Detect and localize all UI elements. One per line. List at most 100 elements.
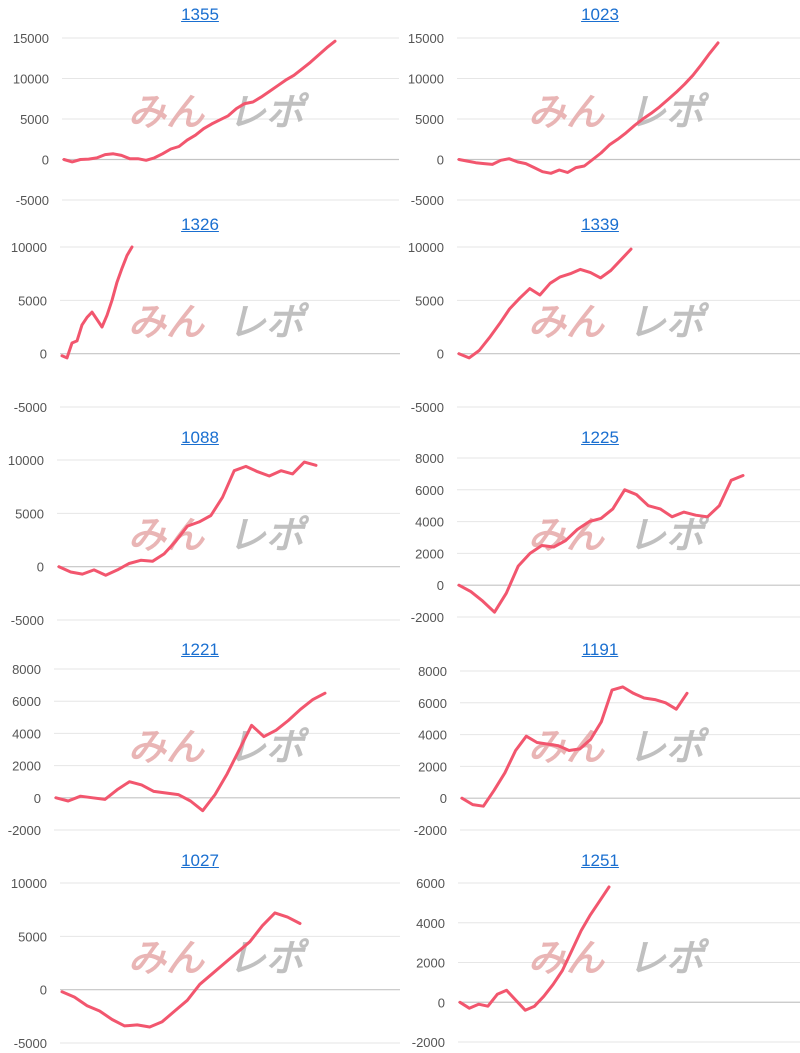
chart-title-link[interactable]: 1191: [581, 640, 619, 659]
chart-svg: 10000 5000 0 -5000 みん レポ: [11, 876, 400, 1051]
y-tick-label: 5000: [18, 929, 47, 944]
watermark-logo: みん レポ: [528, 725, 710, 769]
chart-svg: 15000 10000 5000 0 -5000 みん レポ: [13, 31, 399, 208]
y-tick-label: 5000: [20, 112, 49, 127]
y-tick-label: 6000: [418, 696, 447, 711]
y-tick-label: 10000: [408, 240, 444, 255]
chart-svg: 10000 5000 0 -5000 みん レポ: [11, 240, 400, 415]
chart-svg: 10000 5000 0 -5000 みん レポ: [408, 240, 800, 415]
watermark-text: みん: [128, 725, 205, 769]
series-line: [458, 885, 611, 1012]
y-tick-label: 2000: [415, 546, 444, 561]
chart-title-link[interactable]: 1251: [581, 851, 619, 870]
chart-title-link[interactable]: 1225: [581, 428, 619, 447]
watermark-logo: みん レポ: [128, 300, 310, 344]
chart-panel: 1326 10000 5000 0 -5000 みん レポ: [0, 215, 400, 415]
y-tick-label: -2000: [414, 823, 447, 838]
y-tick-label: 5000: [18, 293, 47, 308]
chart-svg: 8000 6000 4000 2000 0 -2000 みん レポ: [8, 662, 400, 838]
chart-svg: 6000 4000 2000 0 -2000 みん レポ: [412, 876, 800, 1050]
y-tick-label: 8000: [12, 662, 41, 677]
chart-title-link[interactable]: 1339: [581, 215, 619, 234]
watermark-text: レポ: [628, 936, 710, 980]
chart-panel: 1225 8000 6000 4000 2000 0 -2000 みん レポ: [400, 428, 800, 628]
chart-title-link[interactable]: 1027: [181, 851, 219, 870]
y-tick-label: 5000: [415, 112, 444, 127]
watermark-logo: みん レポ: [528, 90, 710, 134]
chart-panel: 1251 6000 4000 2000 0 -2000 みん レポ: [400, 851, 800, 1051]
watermark-text: レポ: [228, 513, 310, 557]
watermark-logo: みん レポ: [528, 300, 710, 344]
watermark-text: みん: [128, 300, 205, 344]
watermark-logo: みん レポ: [128, 513, 310, 557]
chart-title-link[interactable]: 1355: [181, 5, 219, 24]
y-tick-label: -5000: [411, 193, 444, 208]
watermark-logo: みん レポ: [128, 725, 310, 769]
watermark-text: みん: [528, 90, 605, 134]
y-tick-label: 0: [440, 791, 447, 806]
watermark-text: みん: [128, 90, 205, 134]
watermark-text: レポ: [628, 300, 710, 344]
chart-svg: 10000 5000 0 -5000 みん レポ: [8, 453, 400, 628]
watermark-text: レポ: [628, 90, 710, 134]
y-tick-label: -5000: [14, 1036, 47, 1051]
y-tick-label: 6000: [12, 694, 41, 709]
watermark-logo: みん レポ: [528, 936, 710, 980]
y-tick-label: -5000: [411, 400, 444, 415]
series-line: [57, 460, 318, 577]
watermark-logo: みん レポ: [128, 90, 310, 134]
watermark-text: みん: [528, 725, 605, 769]
y-tick-label: 0: [437, 347, 444, 362]
watermark-text: みん: [528, 300, 605, 344]
chart-title-link[interactable]: 1023: [581, 5, 619, 24]
chart-panel: 1355 15000 10000 5000 0 -5000 みん レポ: [0, 5, 400, 208]
y-tick-label: 0: [437, 578, 444, 593]
y-tick-label: 5000: [415, 293, 444, 308]
y-tick-label: 10000: [11, 876, 47, 891]
y-tick-label: 2000: [12, 759, 41, 774]
y-tick-label: 6000: [415, 483, 444, 498]
watermark-text: みん: [528, 936, 605, 980]
y-tick-label: 10000: [8, 453, 44, 468]
chart-title-link[interactable]: 1221: [181, 640, 219, 659]
y-tick-label: -5000: [11, 613, 44, 628]
series-line: [60, 911, 302, 1029]
watermark-text: レポ: [628, 725, 710, 769]
y-tick-label: 6000: [416, 876, 445, 891]
y-tick-label: 4000: [415, 515, 444, 530]
y-tick-label: 4000: [12, 726, 41, 741]
chart-svg: 15000 10000 5000 0 -5000 みん レポ: [408, 31, 800, 208]
y-tick-label: 10000: [11, 240, 47, 255]
y-tick-label: 10000: [13, 72, 49, 87]
watermark-logo: みん レポ: [128, 936, 310, 980]
y-tick-label: 0: [37, 560, 44, 575]
series-line: [62, 39, 337, 164]
chart-panel: 1191 8000 6000 4000 2000 0 -2000 みん レポ: [400, 640, 800, 840]
watermark-text: レポ: [628, 513, 710, 557]
series-line: [457, 247, 633, 360]
y-tick-label: 0: [42, 153, 49, 168]
y-tick-label: 5000: [15, 506, 44, 521]
y-tick-label: -2000: [411, 610, 444, 625]
y-tick-label: 15000: [13, 31, 49, 46]
y-tick-label: 8000: [418, 664, 447, 679]
chart-title-link[interactable]: 1088: [181, 428, 219, 447]
y-tick-label: 0: [438, 995, 445, 1010]
y-tick-label: 8000: [415, 451, 444, 466]
watermark-logo: みん レポ: [528, 513, 710, 557]
y-tick-label: 0: [437, 153, 444, 168]
y-tick-label: 15000: [408, 31, 444, 46]
series-line: [54, 691, 327, 813]
chart-panel: 1023 15000 10000 5000 0 -5000 みん レポ: [400, 5, 800, 208]
series-line: [60, 245, 134, 360]
y-tick-label: -2000: [412, 1035, 445, 1050]
y-tick-label: 0: [34, 791, 41, 806]
watermark-text: レポ: [228, 90, 310, 134]
watermark-text: レポ: [228, 936, 310, 980]
chart-svg: 8000 6000 4000 2000 0 -2000 みん レポ: [411, 451, 800, 625]
y-tick-label: 4000: [416, 916, 445, 931]
y-tick-label: -5000: [16, 193, 49, 208]
chart-title-link[interactable]: 1326: [181, 215, 219, 234]
y-tick-label: 0: [40, 983, 47, 998]
watermark-text: レポ: [228, 300, 310, 344]
